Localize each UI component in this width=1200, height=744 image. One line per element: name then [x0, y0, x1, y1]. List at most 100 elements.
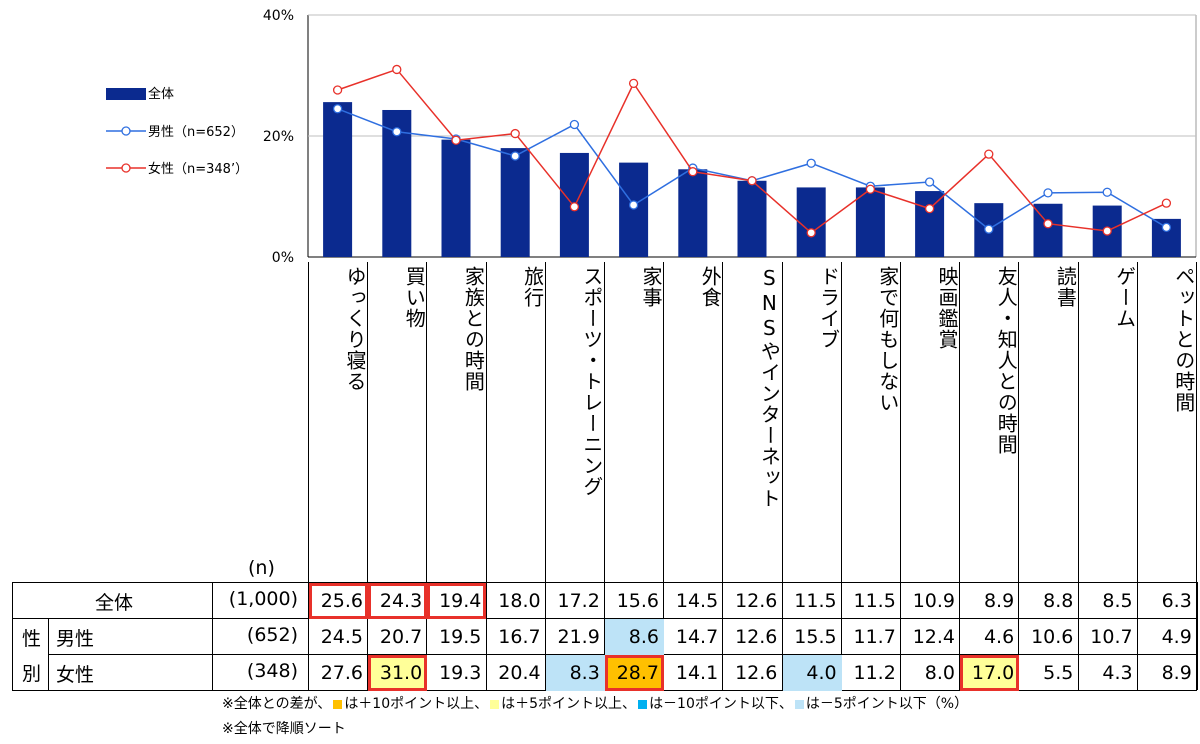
- table-cell: 8.6: [605, 619, 664, 655]
- male-point-5: [628, 200, 639, 210]
- table-cell: 10.6: [1031, 626, 1074, 648]
- table-cell: 12.6: [735, 590, 778, 612]
- bar-5: [619, 162, 649, 257]
- female-point-14: [1161, 198, 1172, 208]
- row-label-2: 女性: [56, 664, 95, 686]
- column-separator: [781, 262, 783, 690]
- sex-label-2: 別: [22, 663, 42, 685]
- legend-label-2: 女性（n=348’）: [148, 161, 248, 177]
- legend-label-1: 男性（n=652）: [148, 125, 244, 140]
- category-label: 家族との時間: [461, 266, 486, 392]
- table-cell: 16.7: [498, 626, 541, 648]
- male-point-0: [332, 104, 343, 114]
- table-cell: 8.5: [1102, 590, 1133, 612]
- row-label-1: 男性: [56, 628, 95, 650]
- table-cell: 12.4: [912, 626, 955, 648]
- category-label: 読書: [1053, 266, 1078, 308]
- female-point-5: [628, 78, 639, 89]
- yellow-swatch-icon: [490, 699, 500, 709]
- female-point-9: [865, 184, 876, 194]
- table-cell: 10.7: [1090, 626, 1133, 648]
- table-cell: 17.0: [960, 655, 1020, 691]
- note-sort: ※全体で降順ソート: [222, 721, 346, 737]
- table-cell: 12.6: [735, 662, 778, 684]
- column-separator: [1077, 262, 1079, 690]
- female-point-0: [332, 85, 343, 95]
- table-cell: 14.5: [675, 590, 719, 612]
- column-separator: [1196, 262, 1197, 690]
- row-label-0: 全体: [95, 592, 134, 614]
- table-cell: 15.5: [794, 626, 837, 648]
- y-tick-label: 40%: [263, 8, 294, 24]
- category-label: ドライブ: [816, 266, 841, 350]
- table-cell: 20.7: [379, 626, 423, 648]
- male-point-10: [924, 177, 935, 187]
- bar-3: [500, 148, 530, 257]
- category-label: 友人・知人との時間: [994, 266, 1019, 455]
- row-border: [12, 618, 1197, 619]
- male-point-14: [1161, 222, 1172, 233]
- table-cell: 17.2: [557, 590, 600, 612]
- bar-10: [915, 191, 945, 257]
- y-tick-label: 0%: [272, 250, 294, 266]
- column-separator: [367, 262, 369, 690]
- male-point-13: [1102, 187, 1112, 197]
- category-label: 外食: [698, 266, 723, 308]
- table-cell: 18.0: [498, 590, 541, 612]
- bar-8: [796, 187, 826, 257]
- table-cell: 10.9: [912, 590, 955, 612]
- male-point-8: [806, 158, 816, 168]
- row-n-0: (1,000): [228, 588, 298, 610]
- table-cell: 28.7: [605, 655, 664, 691]
- male-point-4: [569, 119, 580, 130]
- female-point-7: [747, 176, 757, 186]
- female-point-1: [392, 64, 402, 75]
- female-point-8: [806, 228, 816, 238]
- category-label: ゲーム: [1112, 266, 1137, 329]
- female-point-12: [1043, 219, 1053, 229]
- column-separator: [959, 262, 961, 690]
- column-separator: [308, 262, 309, 690]
- column-separator: [544, 262, 546, 690]
- female-point-3: [510, 128, 520, 139]
- table-cell: 19.3: [439, 662, 482, 684]
- table-cell: 15.6: [616, 590, 659, 612]
- category-label: ペットとの時間: [1171, 266, 1196, 413]
- table-cell: 5.5: [1043, 662, 1074, 684]
- column-separator: [840, 262, 842, 690]
- column-separator: [663, 262, 665, 690]
- category-label: 映画鑑賞: [935, 266, 959, 350]
- male-point-1: [392, 127, 402, 137]
- table-cell: 4.6: [983, 626, 1015, 648]
- table-cell: 24.3: [368, 583, 428, 619]
- table-cell: 8.0: [924, 662, 955, 684]
- table-cell: 21.9: [557, 626, 600, 648]
- table-cell: 6.3: [1161, 590, 1192, 612]
- row-n-2: (348): [246, 660, 298, 682]
- table-cell: 4.0: [782, 655, 842, 691]
- table-left-border: [12, 582, 13, 690]
- bar-0: [323, 102, 353, 258]
- category-label: ゆっくり寝る: [343, 266, 367, 392]
- category-label: 買い物: [402, 266, 427, 329]
- table-cell: 25.6: [309, 583, 368, 619]
- table-cell: 8.3: [545, 655, 605, 691]
- table-cell: 31.0: [368, 655, 428, 691]
- row-n-1: (652): [246, 624, 298, 646]
- note-legend: ※全体との差が、 は＋10ポイント以上、 は＋5ポイント以上、 は－10ポイント以下、…: [222, 696, 969, 712]
- column-separator: [722, 262, 724, 690]
- bar-6: [678, 169, 708, 257]
- table-cell: 14.1: [675, 662, 719, 684]
- table-cell: 19.4: [427, 583, 487, 619]
- sex-label-1: 性: [22, 628, 42, 650]
- column-separator: [485, 262, 487, 690]
- male-point-11: [984, 224, 994, 234]
- legend-male-marker: [121, 126, 131, 136]
- n-header: (n): [248, 557, 275, 579]
- table-cell: 8.9: [983, 590, 1015, 612]
- table-cell: 19.5: [439, 626, 482, 648]
- male-point-3: [510, 151, 520, 161]
- category-label: 旅行: [520, 266, 545, 308]
- female-point-6: [688, 167, 698, 177]
- y-tick-label: 20%: [263, 129, 294, 145]
